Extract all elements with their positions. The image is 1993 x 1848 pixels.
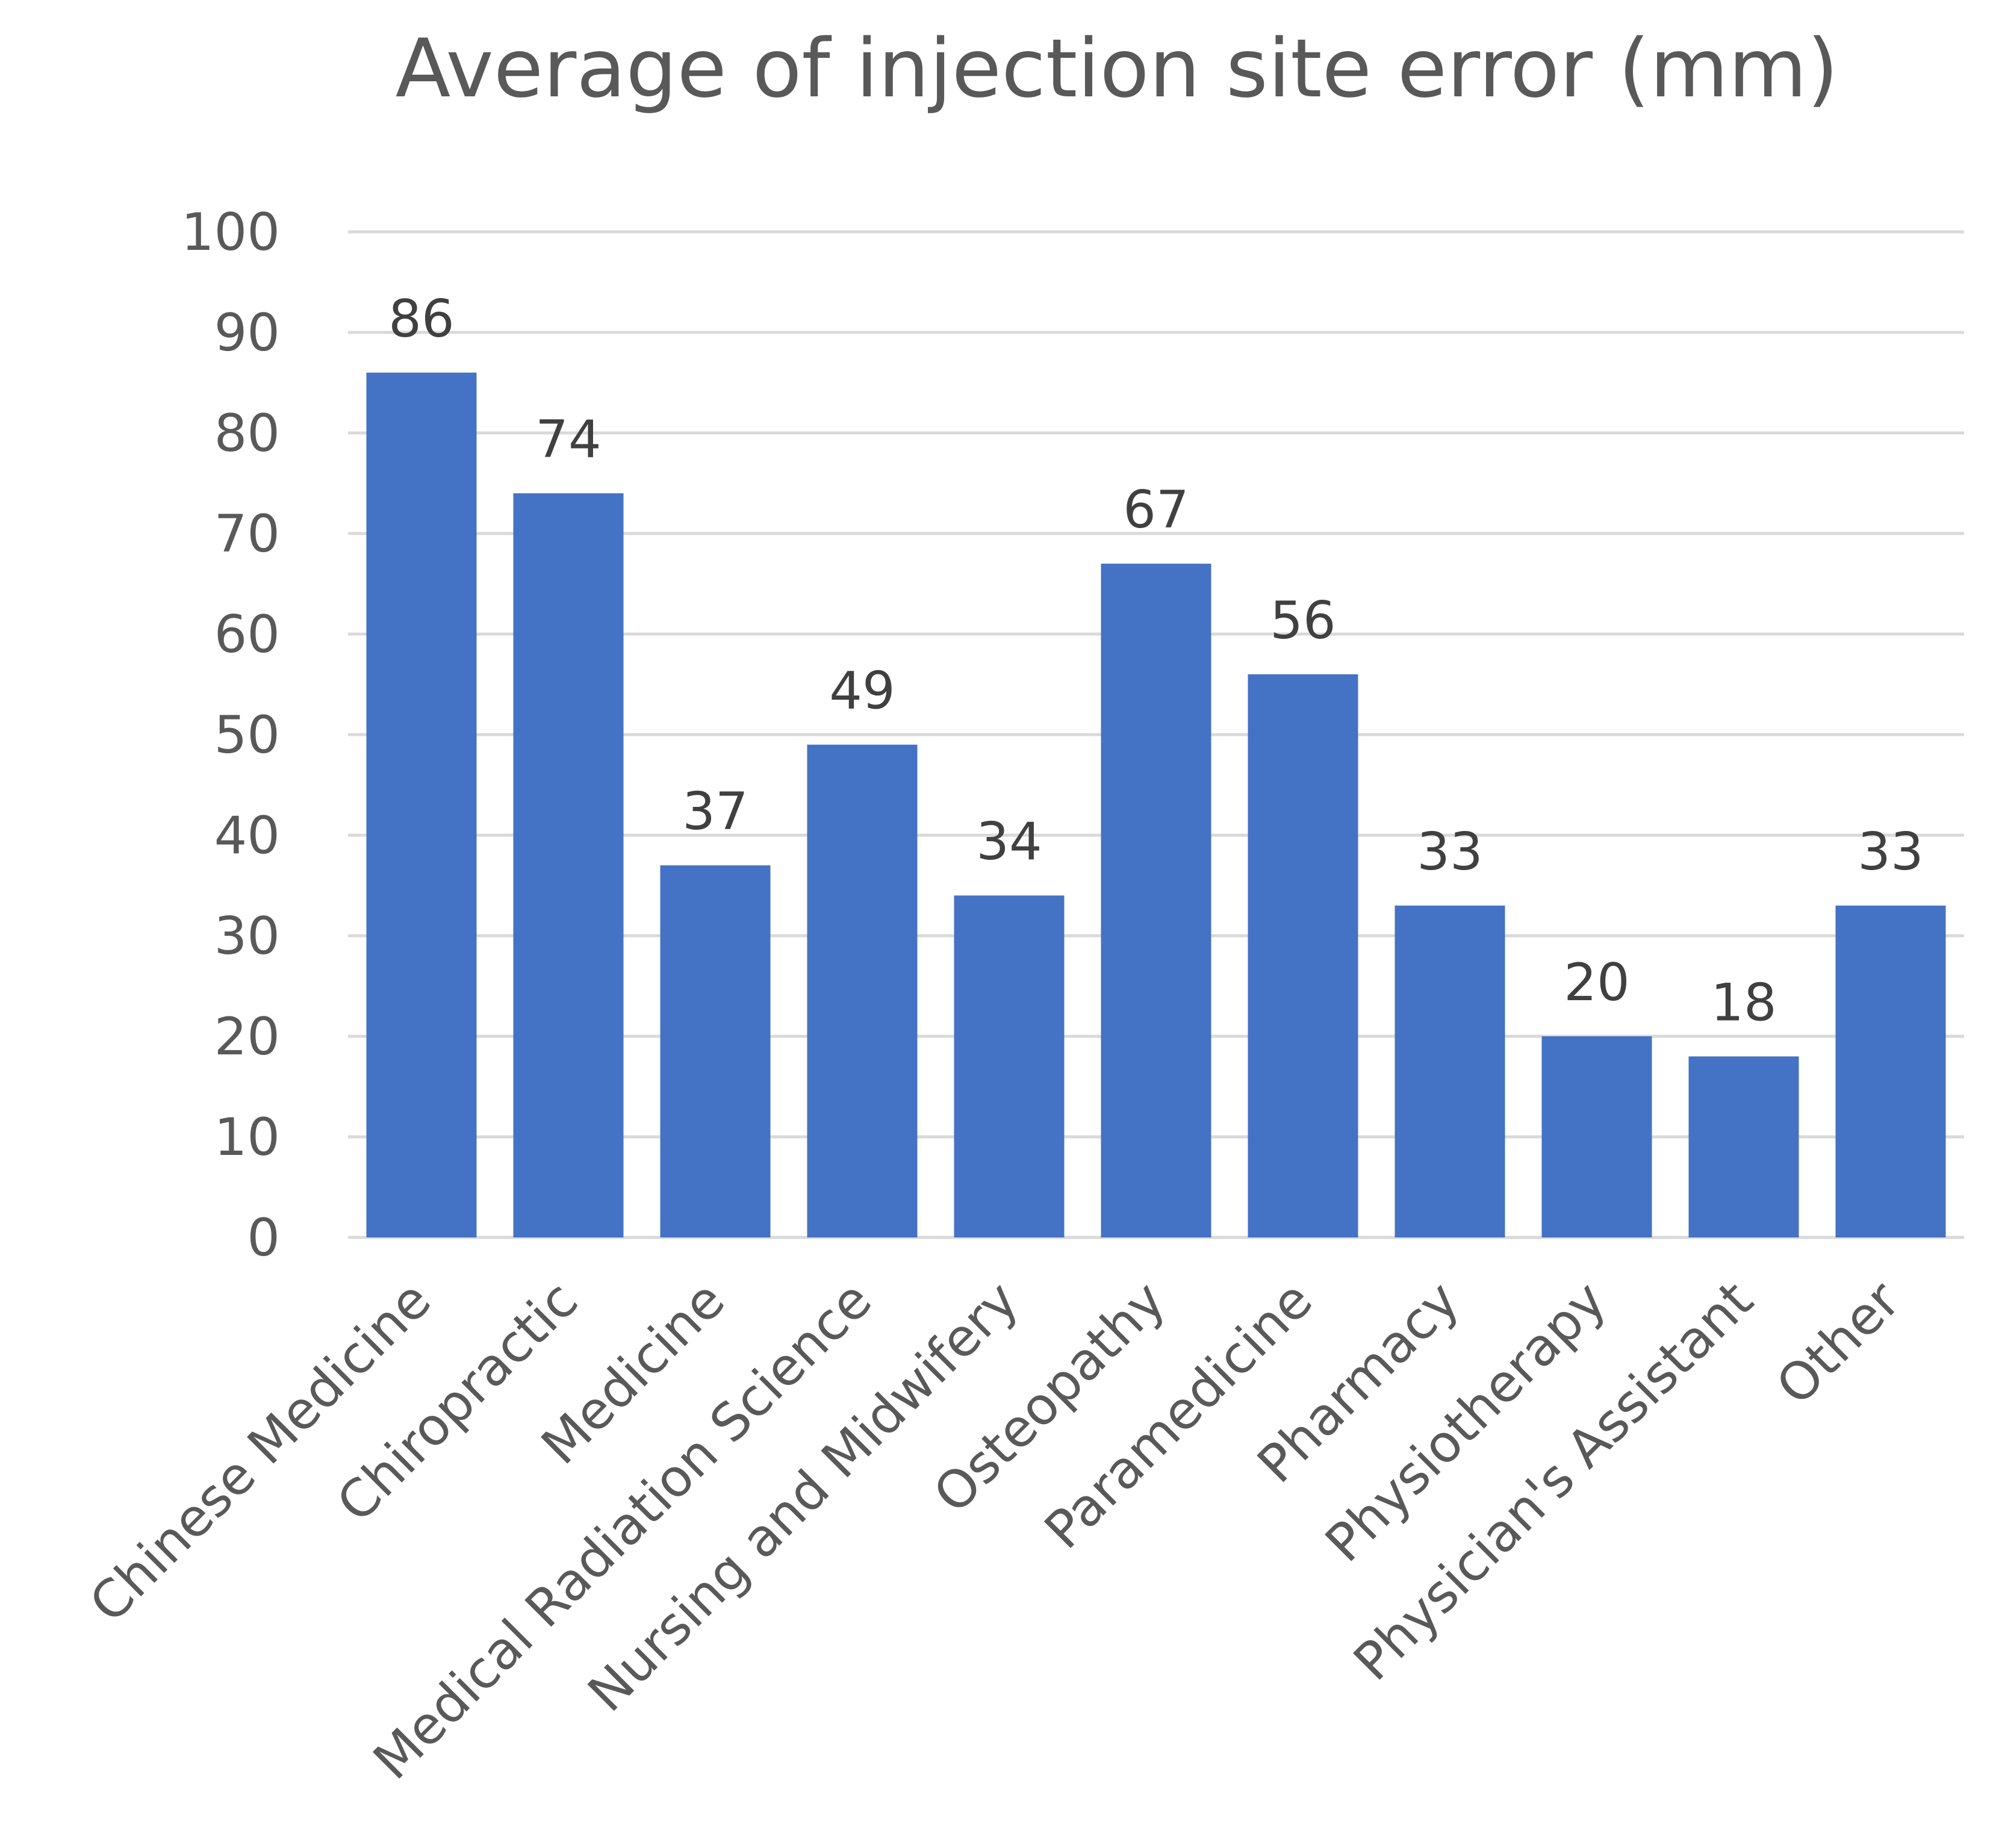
data-label: 86 (388, 289, 454, 349)
bar (1541, 1036, 1652, 1237)
data-label: 34 (976, 812, 1042, 872)
data-label: 20 (1564, 953, 1629, 1013)
y-tick-label: 90 (214, 303, 280, 363)
bar (660, 865, 771, 1237)
bar (1101, 564, 1211, 1237)
y-tick-label: 40 (214, 806, 280, 866)
bars (366, 372, 1946, 1238)
bar (513, 493, 624, 1238)
x-category-label: Other (1765, 1270, 1912, 1417)
y-tick-label: 60 (214, 605, 280, 665)
y-tick-label: 80 (214, 403, 280, 464)
data-label: 67 (1123, 480, 1189, 540)
data-label: 74 (535, 409, 601, 470)
data-label: 33 (1417, 822, 1482, 882)
bar (1248, 674, 1358, 1237)
bar (954, 895, 1065, 1237)
data-label: 49 (829, 661, 895, 721)
y-tick-label: 20 (214, 1007, 280, 1067)
x-axis-category-labels: Chinese MedicineChiropracticMedicineMedi… (78, 1270, 1912, 1791)
bar (807, 744, 918, 1237)
data-labels: 86 74 37 49 34 67 56 33 20 18 33 (388, 289, 1923, 1033)
data-label: 37 (682, 782, 748, 842)
bar (1835, 905, 1946, 1237)
data-label: 18 (1711, 972, 1776, 1033)
bar (1394, 905, 1505, 1237)
y-tick-label: 50 (214, 705, 280, 765)
bar (1688, 1056, 1799, 1237)
y-axis-tick-labels: 0 10 20 30 40 50 60 70 80 90 100 (181, 202, 280, 1268)
chart-title: Average of injection site error (mm) (396, 22, 1839, 116)
data-label: 33 (1858, 822, 1923, 882)
y-tick-label: 100 (181, 202, 280, 263)
y-tick-label: 30 (214, 906, 280, 966)
y-tick-label: 0 (247, 1208, 280, 1268)
y-tick-label: 10 (214, 1107, 280, 1168)
y-tick-label: 70 (214, 504, 280, 564)
bar (366, 372, 477, 1237)
data-label: 56 (1270, 591, 1335, 651)
x-category-label: Paramedicine (1033, 1270, 1324, 1561)
